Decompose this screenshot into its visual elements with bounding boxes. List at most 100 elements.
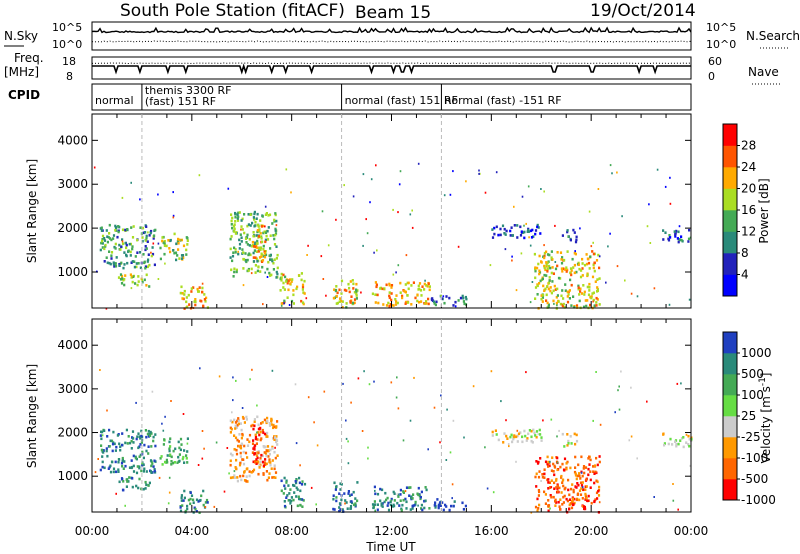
heatmap-cell xyxy=(533,431,536,435)
heatmap-cell xyxy=(117,460,120,464)
heatmap-cell xyxy=(171,461,175,465)
heatmap-cell xyxy=(112,261,115,264)
heatmap-cell xyxy=(544,493,547,496)
heatmap-cell xyxy=(578,498,581,502)
heatmap-cell xyxy=(621,215,623,218)
heatmap-cell xyxy=(168,476,171,479)
heatmap-cell xyxy=(189,491,192,494)
heatmap-cell xyxy=(303,292,306,295)
heatmap-cell xyxy=(235,270,238,274)
heatmap-cell xyxy=(245,475,248,478)
heatmap-cell xyxy=(551,280,554,283)
heatmap-cell xyxy=(296,488,299,491)
heatmap-cell xyxy=(152,435,155,439)
heatmap-cell xyxy=(246,467,249,470)
heatmap-cell xyxy=(183,307,186,310)
heatmap-cell xyxy=(357,377,360,380)
heatmap-cell xyxy=(307,396,310,399)
heatmap-cell xyxy=(536,225,539,229)
heatmap-cell xyxy=(144,266,147,270)
heatmap-cell xyxy=(688,437,691,441)
heatmap-cell xyxy=(162,429,165,432)
heatmap-cell xyxy=(554,498,557,502)
heatmap-cell xyxy=(335,294,338,298)
heatmap-cell xyxy=(584,466,588,469)
heatmap-cell xyxy=(547,509,550,513)
heatmap-cell xyxy=(596,286,599,289)
heatmap-cell xyxy=(448,296,451,300)
heatmap-cell xyxy=(170,460,173,463)
heatmap-cell xyxy=(186,239,189,242)
heatmap-cell xyxy=(268,271,271,275)
heatmap-cell xyxy=(579,290,582,293)
heatmap-cell xyxy=(237,250,239,253)
heatmap-cell xyxy=(333,508,336,511)
heatmap-cell xyxy=(538,490,541,494)
heatmap-cell xyxy=(246,258,249,262)
heatmap-cell xyxy=(253,420,256,423)
heatmap-cell xyxy=(671,443,674,446)
heatmap-cell xyxy=(230,268,233,272)
heatmap-cell xyxy=(273,243,277,246)
heatmap-cell xyxy=(343,492,346,495)
heatmap-cell xyxy=(256,229,259,232)
heatmap-cell xyxy=(240,240,243,243)
heatmap-cell xyxy=(268,458,271,461)
heatmap-cell xyxy=(189,502,192,506)
heatmap-cell xyxy=(116,235,119,239)
heatmap-cell xyxy=(112,237,115,240)
heatmap-cell xyxy=(503,432,506,435)
heatmap-cell xyxy=(537,475,541,479)
freq-tick-bottom: 8 xyxy=(66,70,73,83)
heatmap-cell xyxy=(554,504,557,507)
heatmap-cell xyxy=(138,455,141,458)
heatmap-cell xyxy=(139,443,142,446)
heatmap-cell xyxy=(427,448,429,451)
heatmap-cell xyxy=(539,232,542,235)
heatmap-cell xyxy=(367,446,369,449)
heatmap-cell xyxy=(241,458,244,461)
heatmap-cell xyxy=(646,225,649,228)
cpid-segment-label: normal xyxy=(95,94,134,107)
heatmap-cell xyxy=(145,273,148,277)
heatmap-cell xyxy=(121,196,124,199)
heatmap-cell xyxy=(263,445,266,449)
heatmap-cell xyxy=(354,504,357,507)
heatmap-cell xyxy=(556,251,559,254)
heatmap-cell xyxy=(516,224,519,227)
heatmap-cell xyxy=(611,172,613,175)
heatmap-cell xyxy=(197,500,200,503)
heatmap-cell xyxy=(374,489,376,492)
heatmap-cell xyxy=(461,501,464,505)
heatmap-cell xyxy=(296,285,299,289)
heatmap-cell xyxy=(125,428,128,432)
heatmap-cell xyxy=(424,499,427,503)
heatmap-cell xyxy=(521,440,524,444)
heatmap-cell xyxy=(390,286,393,289)
heatmap-cell xyxy=(274,212,277,215)
heatmap-cell xyxy=(259,457,262,460)
heatmap-cell xyxy=(419,289,423,292)
heatmap-cell xyxy=(146,260,149,263)
heatmap-cell xyxy=(561,256,564,259)
heatmap-cell xyxy=(125,478,128,481)
heatmap-cell xyxy=(234,215,237,219)
heatmap-cell xyxy=(595,296,598,300)
heatmap-cell xyxy=(232,275,235,278)
velocity-heatmap-cells xyxy=(94,367,693,514)
heatmap-cell xyxy=(108,445,111,448)
heatmap-cell xyxy=(131,247,134,251)
heatmap-cell xyxy=(185,248,188,252)
heatmap-cell xyxy=(551,456,554,459)
heatmap-cell xyxy=(251,451,254,454)
heatmap-cell xyxy=(592,263,595,267)
heatmap-cell xyxy=(624,279,626,282)
heatmap-cell xyxy=(146,240,149,243)
heatmap-cell xyxy=(239,422,242,425)
heatmap-cell xyxy=(142,231,145,235)
heatmap-cell xyxy=(101,434,104,437)
heatmap-cell xyxy=(299,464,301,467)
heatmap-cell xyxy=(560,491,563,494)
heatmap-cell xyxy=(269,463,272,467)
heatmap-cell xyxy=(573,470,577,474)
